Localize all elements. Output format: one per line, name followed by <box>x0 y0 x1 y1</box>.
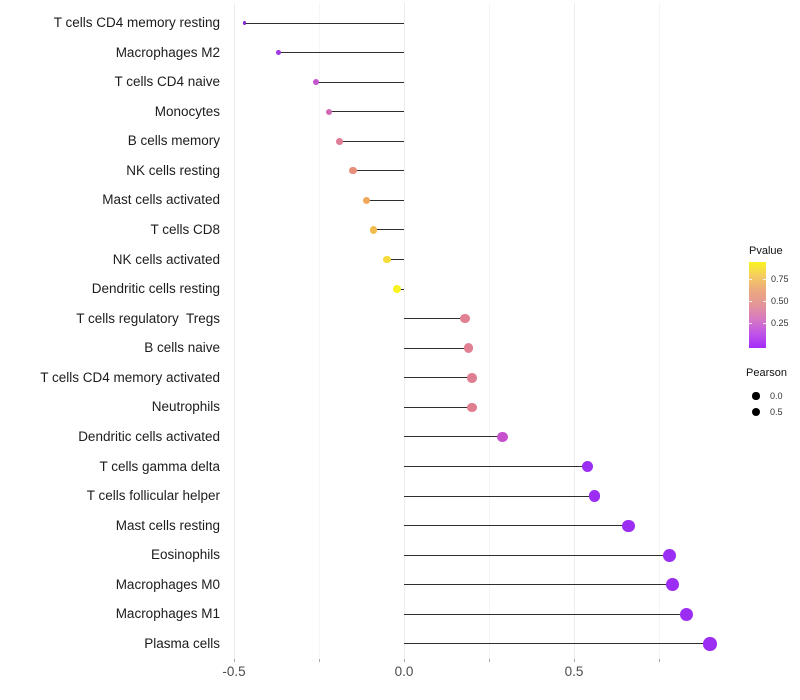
lollipop-stem <box>278 52 404 54</box>
pearson-legend-label: 0.0 <box>770 391 783 401</box>
colorbar-tick <box>763 323 766 324</box>
category-label: Neutrophils <box>151 399 220 415</box>
lollipop-stem <box>404 436 503 438</box>
x-axis-tick-label: 0.5 <box>564 664 584 679</box>
lollipop-dot <box>362 196 371 205</box>
lollipop-stem <box>404 495 595 497</box>
x-axis-tick <box>319 659 320 662</box>
category-label: Macrophages M0 <box>115 576 220 592</box>
pearson-legend-dot <box>751 407 761 417</box>
lollipop-dot <box>581 460 594 473</box>
pvalue-colorbar <box>749 262 766 348</box>
colorbar-tick <box>749 279 752 280</box>
category-label: Dendritic cells resting <box>91 281 220 297</box>
lollipop-stem <box>404 318 466 320</box>
category-label: Monocytes <box>154 103 220 119</box>
pearson-legend-dot <box>752 392 760 400</box>
lollipop-dot <box>336 137 343 145</box>
gridline <box>659 3 660 659</box>
category-label: Macrophages M1 <box>115 606 220 622</box>
lollipop-dot <box>460 313 470 324</box>
gridline <box>574 3 575 659</box>
pearson-legend-title: Pearson <box>746 367 787 379</box>
gridline <box>489 3 490 659</box>
category-label: Dendritic cells activated <box>78 428 220 444</box>
lollipop-dot <box>349 167 357 175</box>
category-label: B cells memory <box>127 133 220 149</box>
lollipop-dot <box>242 21 246 25</box>
lollipop-stem <box>244 22 404 24</box>
category-label: NK cells resting <box>126 162 220 178</box>
lollipop-stem <box>404 554 670 556</box>
lollipop-stem <box>404 525 629 527</box>
lollipop-dot <box>383 255 391 264</box>
lollipop-stem <box>315 81 404 83</box>
lollipop-dot <box>275 50 281 55</box>
category-label: Mast cells resting <box>115 517 220 533</box>
category-label: Plasma cells <box>144 635 220 651</box>
lollipop-dot <box>325 108 333 115</box>
colorbar-tick <box>763 279 766 280</box>
lollipop-dot <box>588 490 601 502</box>
lollipop-dot <box>497 431 508 443</box>
x-axis-tick <box>574 659 575 662</box>
lollipop-stem <box>404 584 673 586</box>
lollipop-dot <box>467 373 477 383</box>
lollipop-dot <box>703 637 717 651</box>
x-axis-tick-label: 0.0 <box>394 664 414 679</box>
category-label: T cells CD4 naive <box>114 74 220 90</box>
lollipop-stem <box>404 406 472 408</box>
colorbar-tick <box>749 323 752 324</box>
lollipop-dot <box>393 285 402 294</box>
lollipop-dot <box>622 519 635 532</box>
pvalue-colorbar-label: 0.75 <box>771 274 789 284</box>
lollipop-stem <box>404 377 472 379</box>
gridline <box>234 3 235 659</box>
category-label: Mast cells activated <box>102 192 220 208</box>
lollipop-dot <box>662 548 676 562</box>
category-label: Macrophages M2 <box>115 44 220 60</box>
category-label: T cells CD4 memory activated <box>40 369 220 385</box>
lollipop-dot <box>467 402 477 413</box>
category-label: T cells follicular helper <box>86 488 220 504</box>
category-label: T cells regulatory Tregs <box>76 310 220 326</box>
lollipop-stem <box>373 229 404 231</box>
gridline <box>404 3 405 659</box>
lollipop-stem <box>404 613 687 615</box>
pvalue-legend-title: Pvalue <box>749 245 783 257</box>
lollipop-dot <box>666 578 680 592</box>
lollipop-stem <box>353 170 404 172</box>
category-label: T cells gamma delta <box>99 458 220 474</box>
pvalue-colorbar-label: 0.50 <box>771 296 789 306</box>
lollipop-stem <box>404 466 588 468</box>
colorbar-tick <box>763 301 766 302</box>
category-label: T cells CD8 <box>150 221 220 237</box>
x-axis-tick-label: -0.5 <box>222 664 246 679</box>
category-label: NK cells activated <box>112 251 220 267</box>
category-label: B cells naive <box>144 340 220 356</box>
colorbar-tick <box>749 301 752 302</box>
lollipop-stem <box>366 199 404 201</box>
gridline <box>319 3 320 659</box>
lollipop-stem <box>404 643 710 645</box>
lollipop-stem <box>329 111 404 113</box>
x-axis-tick <box>659 659 660 662</box>
x-axis-tick <box>234 659 235 662</box>
x-axis-tick <box>404 659 405 662</box>
category-label: Eosinophils <box>150 547 220 563</box>
lollipop-stem <box>404 347 469 349</box>
lollipop-dot <box>679 607 693 621</box>
x-axis-tick <box>489 659 490 662</box>
category-label: T cells CD4 memory resting <box>53 15 220 30</box>
pearson-legend-label: 0.5 <box>770 407 783 417</box>
lollipop-dot <box>369 226 378 234</box>
lollipop-dot <box>312 79 319 86</box>
pvalue-colorbar-label: 0.25 <box>771 318 789 328</box>
lollipop-dot <box>463 343 474 354</box>
lollipop-stem <box>387 259 404 261</box>
lollipop-stem <box>339 140 404 142</box>
